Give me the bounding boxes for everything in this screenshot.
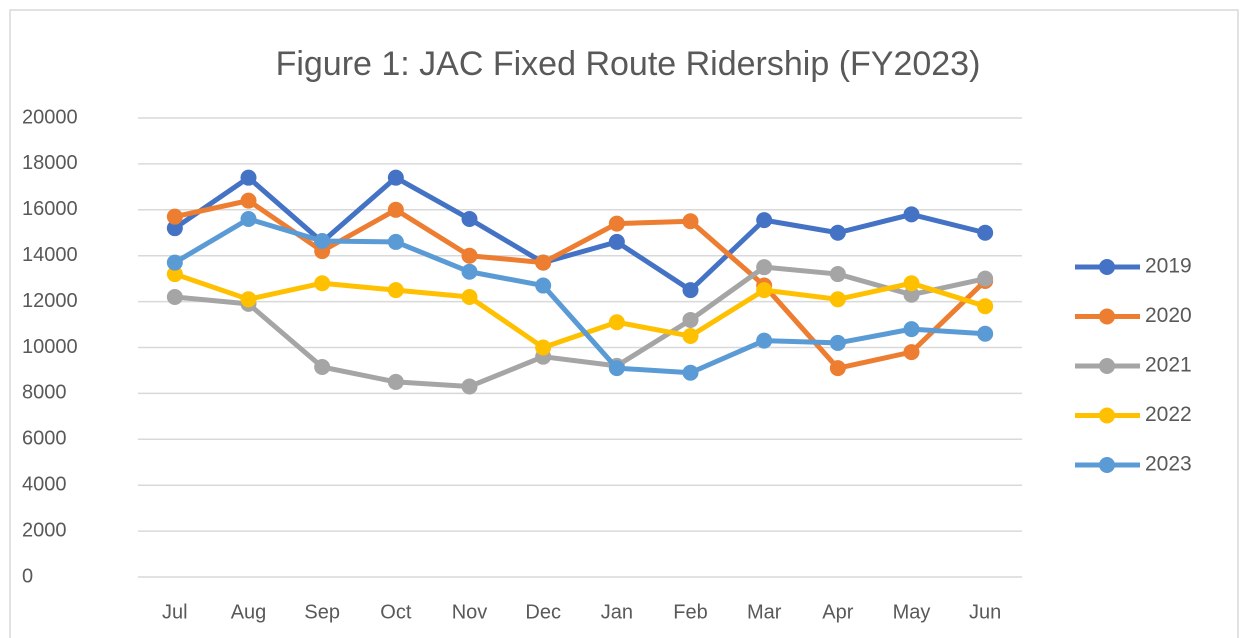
x-tick-label: Jul [162,601,188,623]
series-line [174,264,986,390]
data-point [756,282,773,299]
data-point [387,233,404,250]
data-point [166,220,183,237]
data-point [903,275,920,292]
data-point [903,321,920,338]
legend-marker [1099,407,1115,424]
chart-title: Figure 1: JAC Fixed Route Ridership (FY2… [276,45,981,83]
x-tick-label: Apr [822,601,853,623]
data-point [535,254,552,271]
legend-label: 2021 [1145,354,1192,377]
data-point [387,169,404,186]
data-point [166,254,183,271]
y-tick-label: 2000 [22,519,67,541]
data-point [682,328,699,345]
data-point [240,192,257,209]
x-tick-label: Oct [380,601,412,623]
data-point [461,378,478,395]
x-tick-label: Mar [747,601,782,623]
legend-label: 2023 [1145,453,1192,476]
data-point [829,360,846,377]
legend-marker [1099,259,1115,275]
data-point [903,344,920,361]
data-point [829,224,846,241]
x-tick-label: Feb [673,601,707,623]
series-line [173,216,986,376]
y-tick-label: 16000 [22,198,78,220]
data-point [977,224,994,241]
data-point [682,311,699,328]
x-tick-label: May [893,601,931,623]
y-tick-label: 14000 [22,244,78,266]
x-tick-label: Dec [525,601,561,623]
data-point [608,314,625,331]
data-point [387,373,404,390]
legend-marker [1099,457,1115,473]
data-point [314,233,331,250]
data-point [903,286,920,303]
series-line [174,198,987,371]
data-point [682,364,699,381]
data-point [608,215,625,232]
legend-label: 2022 [1145,403,1192,426]
data-point [166,208,183,225]
legend-marker [1099,358,1115,374]
x-tick-label: Aug [231,601,267,623]
data-point [387,282,404,299]
data-point [682,213,699,230]
y-tick-label: 20000 [22,106,78,128]
data-point [682,282,699,299]
x-tick-label: Jun [969,601,1001,623]
data-point [535,277,552,294]
y-tick-label: 8000 [22,382,67,404]
data-point [166,289,183,306]
data-point [977,270,994,287]
data-point [166,266,183,283]
series-line [173,175,986,293]
data-point [461,263,478,280]
y-tick-label: 12000 [22,290,78,312]
legend-label: 2019 [1145,255,1192,278]
data-point [535,339,552,356]
data-point [240,169,257,186]
data-point [977,298,994,315]
data-point [387,201,404,218]
series-line [174,271,986,350]
x-tick-label: Sep [304,601,340,623]
data-point [977,325,994,342]
data-point [461,210,478,227]
data-point [314,275,331,292]
data-point [903,206,920,223]
y-tick-label: 10000 [22,336,78,358]
data-point [314,359,331,376]
data-point [608,360,625,377]
data-point [756,212,773,229]
legend-marker [1099,308,1115,325]
y-tick-label: 18000 [22,152,78,174]
data-point [829,291,846,308]
legend-label: 2020 [1145,304,1192,327]
data-point [240,210,257,227]
data-point [756,332,773,349]
data-point [756,259,773,276]
data-point [461,247,478,264]
data-point [829,334,846,351]
x-tick-label: Nov [452,601,488,623]
data-point [461,289,478,306]
data-point [608,233,625,250]
data-point [829,266,846,283]
data-point [240,291,257,308]
y-tick-label: 4000 [22,473,67,495]
x-tick-label: Jan [601,601,633,623]
y-tick-label: 6000 [22,428,67,450]
y-tick-label: 0 [22,565,33,587]
